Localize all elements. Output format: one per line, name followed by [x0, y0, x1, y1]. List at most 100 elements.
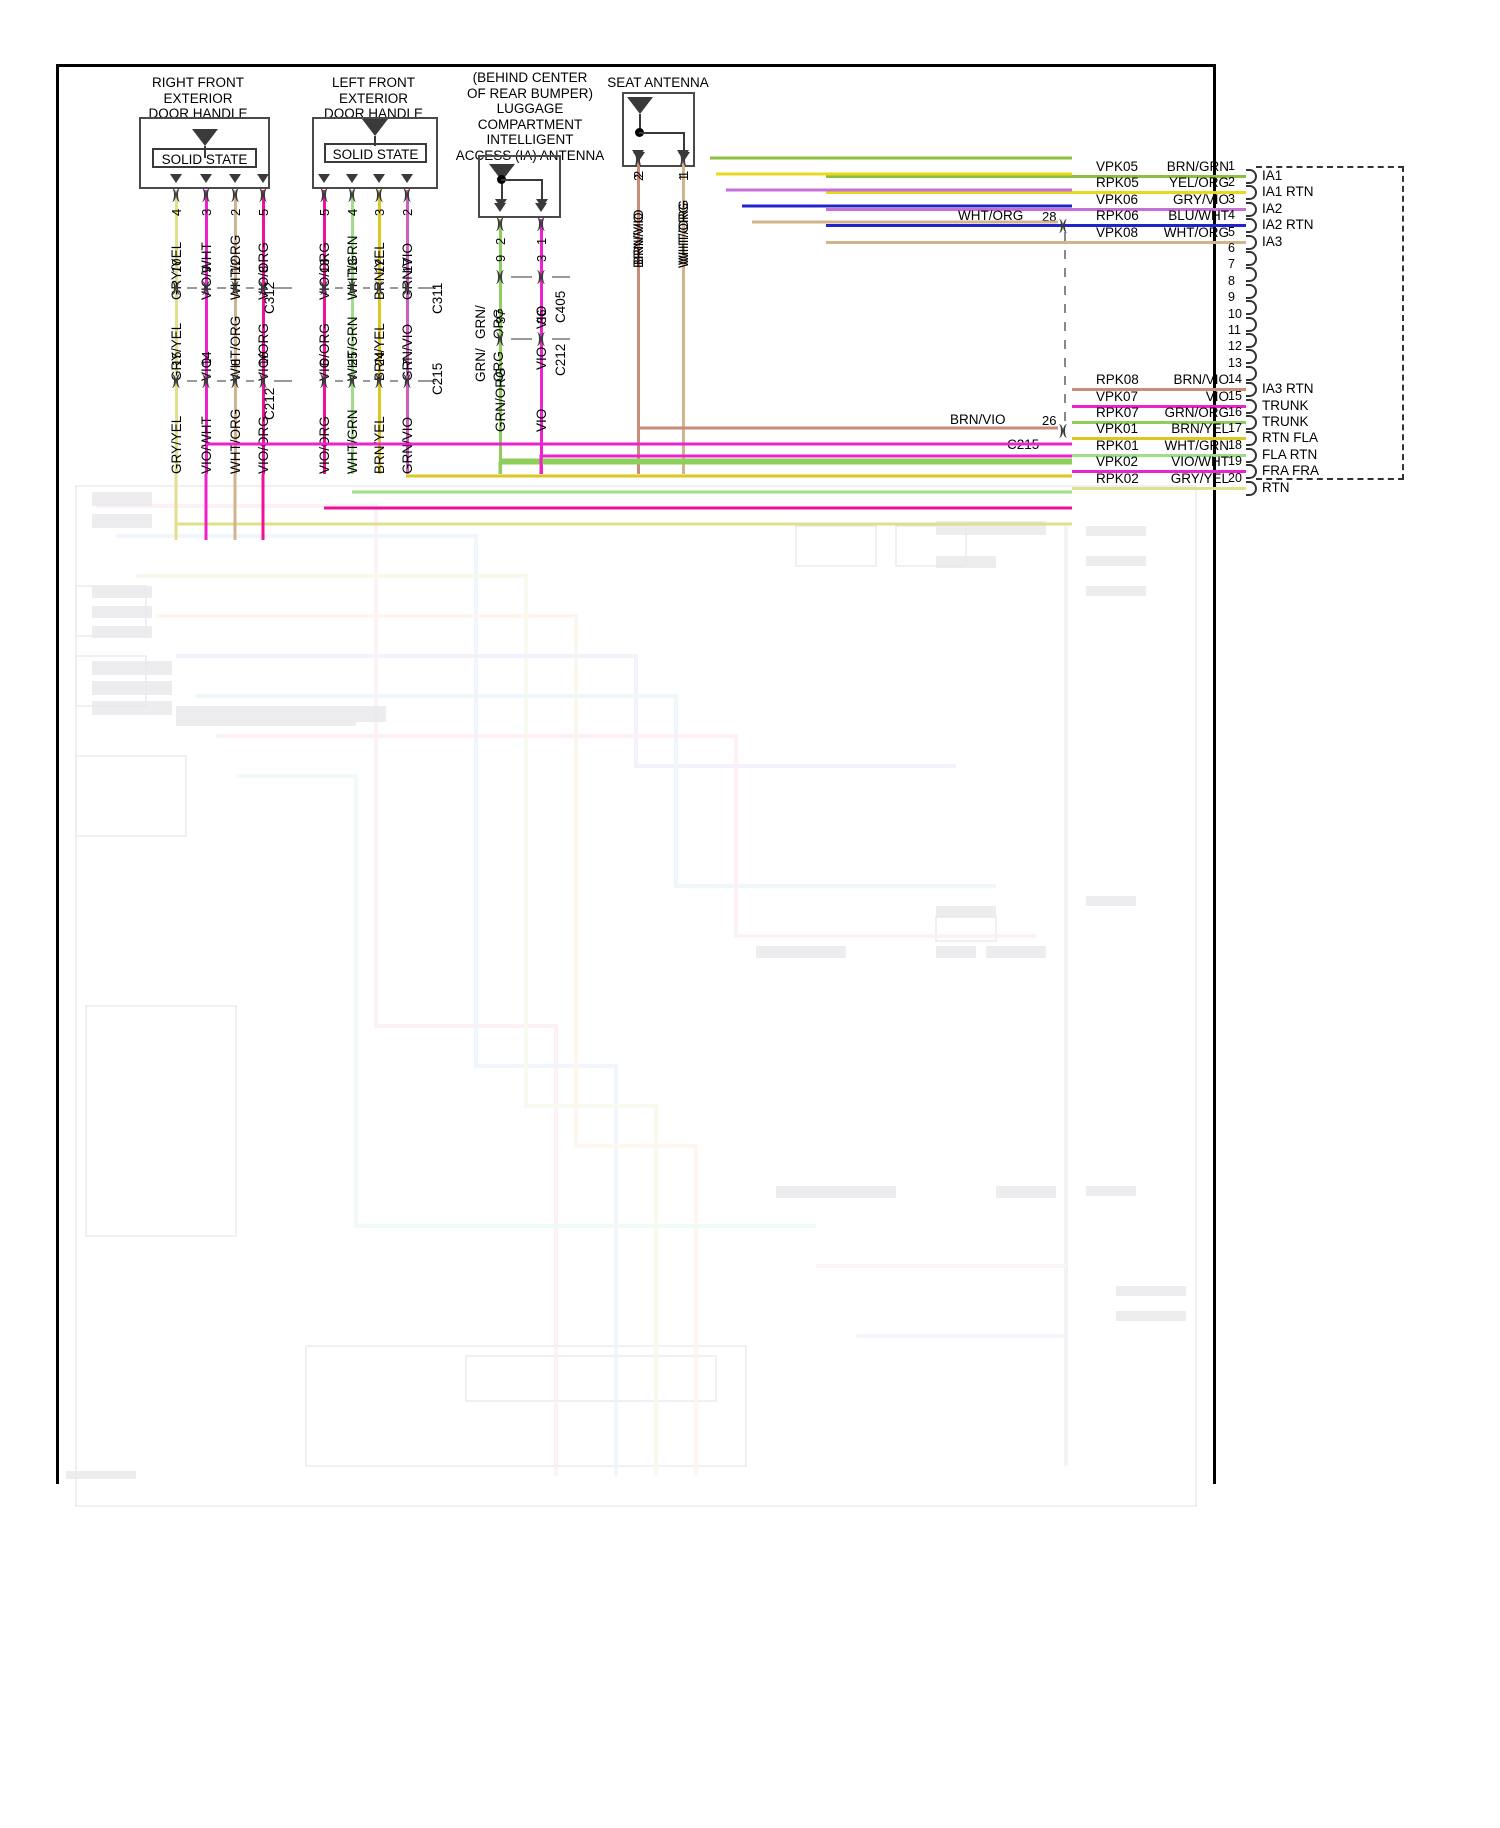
module-circuit-15: VPK07 — [1096, 388, 1139, 404]
wire-arrow-luggage-compartment-ia-antenna-1 — [535, 203, 547, 212]
antenna-icon-seat — [627, 97, 653, 114]
branch-line-seat — [639, 132, 685, 134]
module-pin-bracket-2 — [1246, 185, 1257, 201]
luggage-ia-antenna-module — [478, 155, 561, 218]
pin-mid-left-front-door-handle-3: 17 — [400, 258, 415, 273]
pin-mid-right-front-door-handle-2: 12 — [228, 258, 243, 273]
connector-label-upper-right-front-door-handle: C312 — [262, 281, 277, 314]
wire-name-seat-0: BRN/VIO — [631, 212, 646, 268]
solid-state-label-lf: SOLID STATE — [324, 143, 427, 163]
heading-line-3: LUGGAGE COMPARTMENT — [477, 101, 583, 132]
connector-dash-low-right-front-door-handle-3 — [274, 380, 292, 382]
module-pin-bracket-4 — [1246, 218, 1257, 234]
connector-mark-low-left-front-door-handle-3 — [402, 374, 420, 388]
wire-name-bot-right-front-door-handle-3: VIO/ORG — [256, 416, 271, 474]
module-terminal-1: IA1 — [1262, 168, 1283, 183]
antenna-stem-luggage — [501, 181, 503, 199]
pin-top-left-front-door-handle-3: 2 — [400, 208, 415, 216]
connector-dash-low-left-front-door-handle-1 — [363, 380, 370, 382]
module-terminal-5: IA3 — [1262, 233, 1283, 249]
connector-mark-mid-left-front-door-handle-1 — [347, 281, 365, 295]
module-pin-number-3: 3 — [1228, 191, 1235, 206]
module-circuit-20: RPK02 — [1096, 470, 1139, 486]
module-color-15: VIO — [1205, 388, 1229, 404]
connector-mark-low-right-front-door-handle-1 — [201, 374, 219, 388]
pin-bot-right-front-door-handle-2: 8 — [228, 358, 243, 366]
pin-bot-left-front-door-handle-0: 6 — [317, 358, 332, 366]
pin-top-left-front-door-handle-1: 4 — [345, 208, 360, 216]
module-color-16: GRN/ORG — [1164, 405, 1229, 420]
module-color-18: WHT/GRN — [1164, 437, 1230, 453]
connector-dash-mid-left-front-door-handle-1 — [363, 287, 370, 289]
group-heading-luggage-ia-antenna: (BEHIND CENTER OF REAR BUMPER) LUGGAGE C… — [445, 70, 615, 163]
antenna-stem-lf — [374, 136, 376, 146]
pin-bot-left-front-door-handle-3: 7 — [400, 358, 415, 366]
module-wire-4 — [826, 224, 1246, 228]
wire-name-mid-right-front-door-handle-2: WHT/ORG — [228, 315, 243, 381]
connector-mark-top-right-front-door-handle-1 — [201, 188, 219, 202]
heading-line-4: INTELLIGENT — [486, 132, 574, 147]
connector-mark-top-left-front-door-handle-3 — [402, 188, 420, 202]
module-color-19: VIO/WHT — [1171, 454, 1229, 470]
module-pin-bracket-14 — [1246, 382, 1257, 398]
module-pin-number-19: 19 — [1228, 454, 1242, 469]
module-pin-number-7: 7 — [1228, 257, 1235, 272]
connector-dash-mid-right-front-door-handle-0 — [187, 287, 197, 289]
module-color-14: BRN/VIO — [1173, 372, 1229, 388]
module-wire-18 — [1072, 453, 1246, 457]
connector-mark-top-seat-antenna-0 — [633, 153, 651, 167]
module-wire-15 — [1072, 404, 1246, 408]
wire-left-front-door-handle-1 — [351, 190, 354, 474]
module-terminal-2: IA1 RTN — [1262, 184, 1314, 200]
wire-right-front-door-handle-0 — [175, 190, 178, 474]
wire-right-front-door-handle-3 — [262, 190, 265, 474]
pin-bot-left-front-door-handle-2: 24 — [372, 351, 387, 366]
heading-line-1: RIGHT FRONT — [152, 75, 244, 90]
connector-mark-top-left-front-door-handle-1 — [347, 188, 365, 202]
wire-name-mid-left-front-door-handle-3: GRN/VIO — [400, 323, 415, 381]
wire-name-seat-1: WHT/ORG — [676, 202, 691, 268]
connector-mark-mid-left-front-door-handle-2 — [374, 281, 392, 295]
wire-name-bot-left-front-door-handle-2: BRN/YEL — [372, 416, 387, 474]
wire-name-mid-a-luggage-compartment-ia-antenna-0: GRN/ — [473, 348, 488, 382]
pin-top-seat-1: 1 — [676, 170, 691, 178]
wire-name-bot-luggage-compartment-ia-antenna-1: VIO — [534, 408, 549, 432]
connector-dash-mid-right-front-door-handle-1 — [217, 287, 226, 289]
module-circuit-16: RPK07 — [1096, 405, 1139, 420]
module-pin-number-1: 1 — [1228, 159, 1235, 173]
pin-top-luggage-compartment-ia-antenna-0: 2 — [493, 237, 508, 245]
module-pin-number-5: 5 — [1228, 224, 1235, 239]
wire-arrow-left-front-door-handle-0 — [318, 174, 330, 183]
module-terminal-15: TRUNK — [1262, 397, 1309, 413]
heading-line-1: (BEHIND CENTER — [472, 70, 588, 85]
connector-dash-low-left-front-door-handle-3 — [418, 380, 436, 382]
connector-dash-low-luggage-compartment-ia-antenna-1 — [552, 338, 570, 340]
module-terminal-17: RTN FLA — [1262, 430, 1319, 446]
pin-bot-right-front-door-handle-3: 16 — [256, 351, 271, 366]
module-color-17: BRN/YEL — [1171, 421, 1229, 437]
pin-mid-luggage-compartment-ia-antenna-1: 3 — [534, 254, 549, 262]
splice-wire-label-wht-org: WHT/ORG — [958, 208, 1024, 223]
wire-name-bot-right-front-door-handle-2: WHT/ORG — [228, 408, 243, 474]
splice-connector-c215: C215 — [1007, 437, 1040, 452]
pin-bot-luggage-compartment-ia-antenna-1: 36 — [534, 309, 549, 324]
module-pin-bracket-16 — [1246, 415, 1257, 430]
module-pin-bracket-10 — [1246, 316, 1257, 332]
connector-label-upper-luggage-compartment-ia-antenna: C405 — [553, 290, 568, 323]
module-wire-2 — [826, 191, 1246, 195]
group-heading-left-front-door-handle: LEFT FRONT EXTERIOR DOOR HANDLE — [296, 75, 451, 122]
wire-luggage-compartment-ia-antenna-0 — [499, 219, 502, 474]
connector-mark-top-luggage-compartment-ia-antenna-0 — [495, 217, 513, 231]
connector-mark-mid-luggage-compartment-ia-antenna-1 — [536, 270, 554, 284]
wire-arrow-left-front-door-handle-3 — [401, 174, 413, 183]
page-footnote — [78, 1512, 80, 1521]
pin-mid-right-front-door-handle-1: 9 — [199, 265, 214, 273]
seat-antenna-module — [622, 92, 695, 167]
module-terminal-20: RTN — [1262, 479, 1290, 495]
module-pin-bracket-13 — [1246, 365, 1257, 381]
module-circuit-3: VPK06 — [1096, 191, 1139, 207]
connector-label-lower-left-front-door-handle: C215 — [430, 362, 445, 395]
ia-module-box — [1256, 166, 1404, 480]
module-pin-number-6: 6 — [1228, 241, 1235, 255]
module-pin-bracket-7 — [1246, 267, 1257, 283]
